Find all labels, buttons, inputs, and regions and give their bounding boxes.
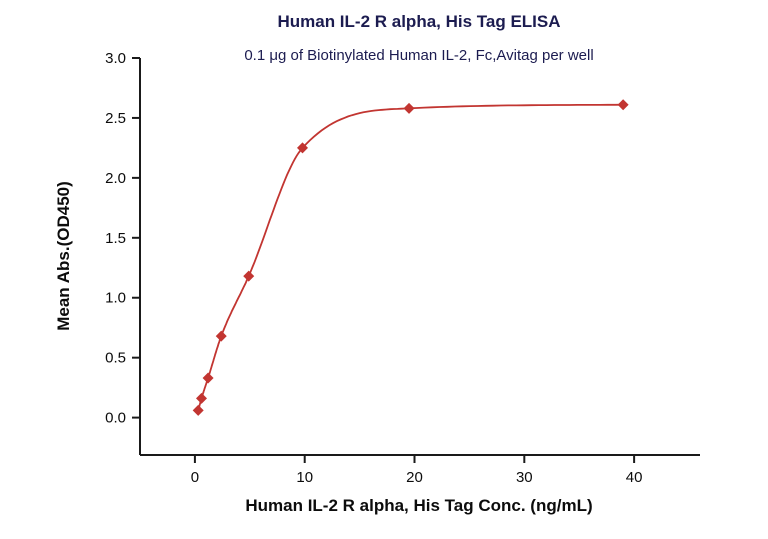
y-tick-label: 0.5 — [105, 350, 126, 367]
data-point — [215, 330, 227, 342]
y-tick-label: 0.0 — [105, 410, 126, 427]
x-tick-label: 0 — [191, 469, 199, 486]
y-tick-label: 1.0 — [105, 290, 126, 307]
x-tick-label: 40 — [626, 469, 643, 486]
data-point — [297, 142, 309, 154]
chart-title: Human IL-2 R alpha, His Tag ELISA — [277, 12, 561, 31]
data-point — [403, 102, 415, 114]
data-point — [243, 270, 255, 282]
x-tick-label: 20 — [406, 469, 423, 486]
x-axis-label: Human IL-2 R alpha, His Tag Conc. (ng/mL… — [245, 496, 593, 515]
y-tick-label: 3.0 — [105, 50, 126, 67]
data-point — [617, 99, 629, 111]
fit-curve — [197, 103, 624, 411]
data-point — [192, 404, 204, 416]
data-point — [195, 392, 207, 404]
x-tick-label: 30 — [516, 469, 533, 486]
y-tick-label: 2.5 — [105, 110, 126, 127]
y-axis-label: Mean Abs.(OD450) — [54, 181, 73, 331]
chart-subtitle: 0.1 μg of Biotinylated Human IL-2, Fc,Av… — [244, 47, 594, 64]
y-tick-label: 1.5 — [105, 230, 126, 247]
x-tick-label: 10 — [296, 469, 313, 486]
y-tick-label: 2.0 — [105, 170, 126, 187]
data-point — [202, 372, 214, 384]
